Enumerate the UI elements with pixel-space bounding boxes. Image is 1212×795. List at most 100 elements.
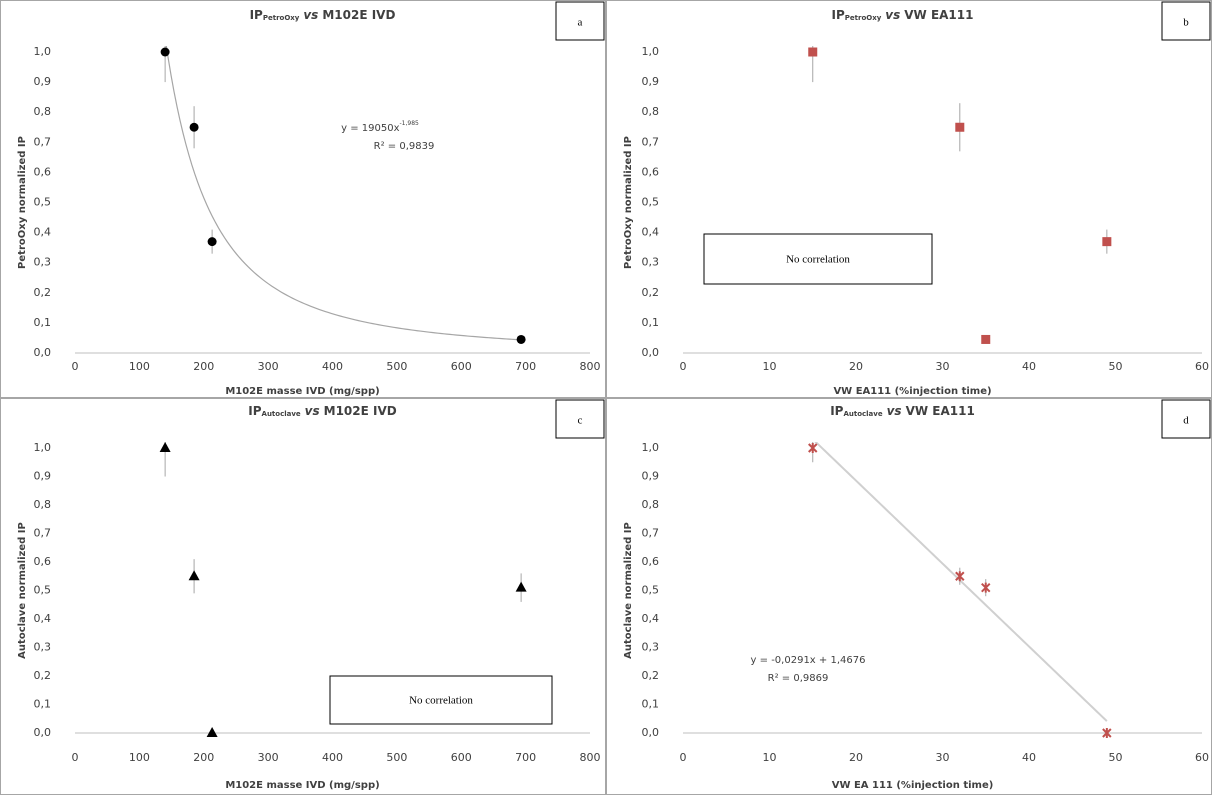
y-tick-label: 0,0 <box>34 726 52 739</box>
y-tick-label: 0,7 <box>642 527 660 540</box>
point <box>808 47 818 57</box>
x-tick-label: 20 <box>849 751 863 764</box>
panel: IPAutoclave vs M102E IVD c 0,0 0,1 0,2 0,3 0,4 0,… <box>0 398 606 795</box>
x-axis-title: VW EA111 (%injection time) <box>833 386 991 397</box>
y-tick-label: 1,0 <box>642 45 660 58</box>
y-tick-label: 0,1 <box>34 698 52 711</box>
y-tick-label: 0,6 <box>34 555 52 568</box>
y-tick-label: 0,5 <box>642 584 660 597</box>
x-tick-label: 40 <box>1022 360 1036 373</box>
y-tick-label: 0,1 <box>642 698 660 711</box>
y-tick-label: 1,0 <box>34 441 52 454</box>
panel-border <box>606 0 1212 398</box>
point <box>159 442 171 452</box>
chart-title: IPPetroOxy vs M102E IVD <box>250 8 396 23</box>
point <box>516 334 526 344</box>
y-tick-label: 0,0 <box>642 346 660 359</box>
point <box>808 443 818 453</box>
x-tick-label: 20 <box>849 360 863 373</box>
y-axis-title: PetroOxy normalized IP <box>623 136 634 269</box>
panel-label: a <box>578 17 583 29</box>
title-part: VW EA111 <box>906 404 975 418</box>
point <box>189 122 199 132</box>
y-tick-label: 0,4 <box>34 612 52 625</box>
point <box>1102 237 1112 247</box>
x-tick-label: 500 <box>386 751 407 764</box>
title-part: IP <box>832 8 845 22</box>
y-tick-label: 0,6 <box>642 165 660 178</box>
panel: IPAutoclave vs VW EA111 d 0,0 0,1 0,2 0,3 0,4 0,5… <box>606 398 1212 795</box>
panel-label-box <box>1161 1 1211 41</box>
y-axis-title: Autoclave normalized IP <box>623 522 634 659</box>
y-tick-label: 0,0 <box>34 346 52 359</box>
x-tick-label: 10 <box>763 360 777 373</box>
x-tick-label: 30 <box>936 360 950 373</box>
panel-label-box <box>1161 399 1211 439</box>
equation-exponent: -1,985 <box>400 120 420 127</box>
trendline <box>165 46 522 341</box>
chart-title: IPAutoclave vs M102E IVD <box>248 404 396 419</box>
panel-border <box>0 398 606 795</box>
r-squared: R² = 0,9839 <box>374 141 435 152</box>
title-part: Autoclave <box>843 410 882 418</box>
panel-label: d <box>1183 415 1189 427</box>
title-part: IP <box>250 8 263 22</box>
title-part: vs <box>887 404 902 418</box>
title-part: IP <box>830 404 843 418</box>
x-tick-label: 50 <box>1109 360 1123 373</box>
y-tick-label: 0,2 <box>34 669 52 682</box>
panel-border <box>0 0 606 398</box>
point <box>515 581 527 592</box>
x-tick-label: 800 <box>580 751 601 764</box>
title-part: IP <box>248 404 261 418</box>
point <box>981 334 991 344</box>
point <box>981 582 991 593</box>
x-tick-label: 60 <box>1195 360 1209 373</box>
plot-area <box>159 442 527 737</box>
y-tick-label: 0,9 <box>642 470 660 483</box>
equation-text: y = -0,0291x + 1,4676 <box>751 655 866 666</box>
y-tick-label: 0,5 <box>34 196 52 209</box>
y-tick-label: 0,9 <box>642 75 660 88</box>
title-part: M102E IVD <box>324 404 397 418</box>
y-tick-label: 0,3 <box>34 641 52 654</box>
y-tick-label: 0,8 <box>642 498 660 511</box>
title-part: Autoclave <box>262 410 301 418</box>
y-tick-label: 0,5 <box>642 196 660 209</box>
title-part: vs <box>305 404 320 418</box>
equation: y = -0,0291x + 1,4676 <box>751 655 866 666</box>
x-tick-label: 700 <box>515 360 536 373</box>
title-part: VW EA111 <box>904 8 973 22</box>
x-tick-label: 700 <box>515 751 536 764</box>
x-tick-label: 100 <box>129 360 150 373</box>
x-tick-label: 500 <box>386 360 407 373</box>
y-tick-label: 0,3 <box>642 256 660 269</box>
x-tick-label: 0 <box>72 360 79 373</box>
x-tick-label: 40 <box>1022 751 1036 764</box>
x-tick-label: 200 <box>193 751 214 764</box>
y-tick-label: 0,9 <box>34 470 52 483</box>
note-box <box>703 233 933 285</box>
y-tick-label: 0,0 <box>642 726 660 739</box>
y-tick-label: 0,6 <box>34 165 52 178</box>
y-tick-label: 0,5 <box>34 584 52 597</box>
y-tick-label: 0,6 <box>642 555 660 568</box>
y-tick-label: 0,2 <box>642 669 660 682</box>
y-tick-label: 0,7 <box>34 527 52 540</box>
y-tick-label: 1,0 <box>642 441 660 454</box>
y-tick-label: 0,7 <box>642 135 660 148</box>
y-tick-label: 0,4 <box>34 226 52 239</box>
chart-title: IPAutoclave vs VW EA111 <box>830 404 975 419</box>
x-tick-label: 50 <box>1109 751 1123 764</box>
note: No correlation <box>409 695 473 707</box>
x-axis-title: M102E masse IVD (mg/spp) <box>225 780 379 791</box>
y-axis-title: PetroOxy normalized IP <box>17 136 28 269</box>
y-tick-label: 0,1 <box>34 316 52 329</box>
point <box>188 570 200 581</box>
x-tick-label: 100 <box>129 751 150 764</box>
x-tick-label: 60 <box>1195 751 1209 764</box>
note: No correlation <box>786 254 850 266</box>
y-tick-label: 0,4 <box>642 226 660 239</box>
panel-border <box>606 398 1212 795</box>
point <box>955 571 965 582</box>
